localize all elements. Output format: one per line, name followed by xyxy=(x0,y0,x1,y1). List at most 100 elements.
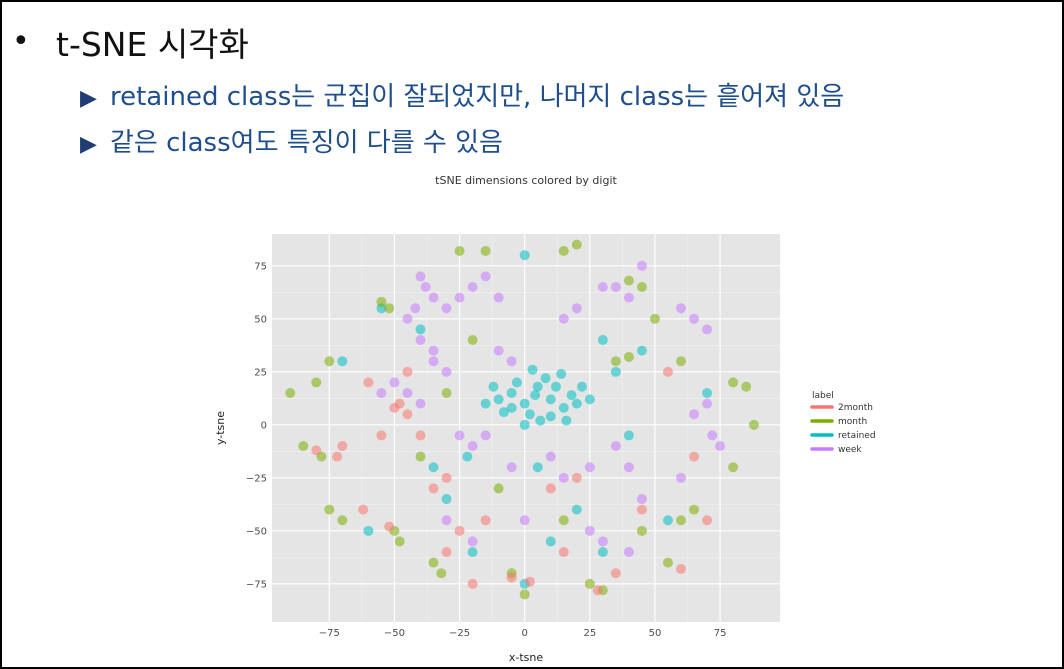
data-point-retained xyxy=(597,547,608,558)
data-point-2month xyxy=(636,504,647,515)
data-point-retained xyxy=(610,366,621,377)
data-point-2month xyxy=(389,402,400,413)
y-tick-label: −25 xyxy=(246,473,267,484)
triangle-bullet-icon: ▶ xyxy=(80,86,97,111)
data-point-month xyxy=(298,441,309,452)
x-tick-label: −75 xyxy=(319,628,340,639)
x-axis-label: x-tsne xyxy=(509,651,543,664)
data-point-month xyxy=(610,356,621,367)
data-point-retained xyxy=(363,525,374,536)
data-point-month xyxy=(436,568,447,579)
data-point-retained xyxy=(519,419,530,430)
data-point-week xyxy=(715,441,726,452)
data-point-2month xyxy=(402,366,413,377)
y-tick-label: 25 xyxy=(254,367,267,378)
data-point-week xyxy=(545,451,556,462)
data-point-2month xyxy=(384,521,395,532)
data-point-retained xyxy=(524,409,535,420)
legend-label-week: week xyxy=(838,445,862,455)
data-point-week xyxy=(467,441,478,452)
data-point-week xyxy=(410,303,421,314)
data-point-week xyxy=(519,515,530,526)
data-point-week xyxy=(415,398,426,409)
data-point-week xyxy=(571,303,582,314)
x-tick-label: 75 xyxy=(714,628,727,639)
data-point-2month xyxy=(662,366,673,377)
data-point-month xyxy=(558,515,569,526)
x-tick-label: −25 xyxy=(449,628,470,639)
data-point-month xyxy=(394,536,405,547)
data-point-month xyxy=(741,381,752,392)
data-point-week xyxy=(676,303,687,314)
data-point-month xyxy=(728,377,739,388)
data-point-retained xyxy=(636,345,647,356)
x-tick-label: 25 xyxy=(583,628,596,639)
y-tick-label: −75 xyxy=(246,579,267,590)
data-point-2month xyxy=(402,409,413,420)
data-point-week xyxy=(584,525,595,536)
data-point-month xyxy=(324,356,335,367)
data-point-2month xyxy=(454,525,465,536)
data-point-retained xyxy=(545,411,556,422)
data-point-week xyxy=(428,345,439,356)
data-point-month xyxy=(571,239,582,250)
data-point-retained xyxy=(462,451,473,462)
data-point-retained xyxy=(506,388,517,399)
data-point-retained xyxy=(540,373,551,384)
data-point-retained xyxy=(623,430,634,441)
data-point-2month xyxy=(524,576,535,587)
data-point-2month xyxy=(480,515,491,526)
data-point-week xyxy=(402,388,413,399)
data-point-month xyxy=(623,351,634,362)
data-point-month xyxy=(311,377,322,388)
data-point-week xyxy=(702,324,713,335)
data-point-retained xyxy=(527,364,538,375)
data-point-month xyxy=(748,419,759,430)
data-point-week xyxy=(636,494,647,505)
data-point-month xyxy=(480,245,491,256)
y-tick-label: 0 xyxy=(261,420,267,431)
data-point-retained xyxy=(530,390,541,401)
data-point-retained xyxy=(662,515,673,526)
data-point-month xyxy=(428,557,439,568)
data-point-month xyxy=(623,275,634,286)
data-point-retained xyxy=(519,250,530,261)
data-point-week xyxy=(493,292,504,303)
data-point-2month xyxy=(610,568,621,579)
data-point-retained xyxy=(566,390,577,401)
data-point-week xyxy=(689,409,700,420)
sub-bullet-1: ▶ retained class는 군집이 잘되었지만, 나머지 class는 흩… xyxy=(80,76,844,113)
y-tick-label: −50 xyxy=(246,526,267,537)
data-point-month xyxy=(415,451,426,462)
data-point-2month xyxy=(467,578,478,589)
data-point-week xyxy=(610,282,621,293)
data-point-2month xyxy=(376,430,387,441)
data-point-month xyxy=(384,303,395,314)
data-point-retained xyxy=(597,335,608,346)
sub-bullet-1-text: retained class는 군집이 잘되었지만, 나머지 class는 흩어… xyxy=(110,82,845,112)
data-point-2month xyxy=(592,585,603,596)
data-point-retained xyxy=(488,381,499,392)
data-point-month xyxy=(584,578,595,589)
data-point-week xyxy=(506,462,517,473)
data-point-month xyxy=(493,483,504,494)
data-point-month xyxy=(337,515,348,526)
y-axis-label: y-tsne xyxy=(214,411,227,445)
data-point-week xyxy=(389,377,400,388)
data-point-month xyxy=(676,515,687,526)
data-point-week xyxy=(707,430,718,441)
data-point-retained xyxy=(441,494,452,505)
data-point-retained xyxy=(584,394,595,405)
data-point-retained xyxy=(535,415,546,426)
data-point-week xyxy=(402,313,413,324)
data-point-week xyxy=(610,441,621,452)
data-point-2month xyxy=(545,483,556,494)
data-point-retained xyxy=(571,398,582,409)
data-point-retained xyxy=(493,394,504,405)
legend-label-month: month xyxy=(838,417,867,427)
legend-label-2month: 2month xyxy=(838,403,873,413)
x-tick-label: −50 xyxy=(384,628,405,639)
data-point-month xyxy=(285,388,296,399)
